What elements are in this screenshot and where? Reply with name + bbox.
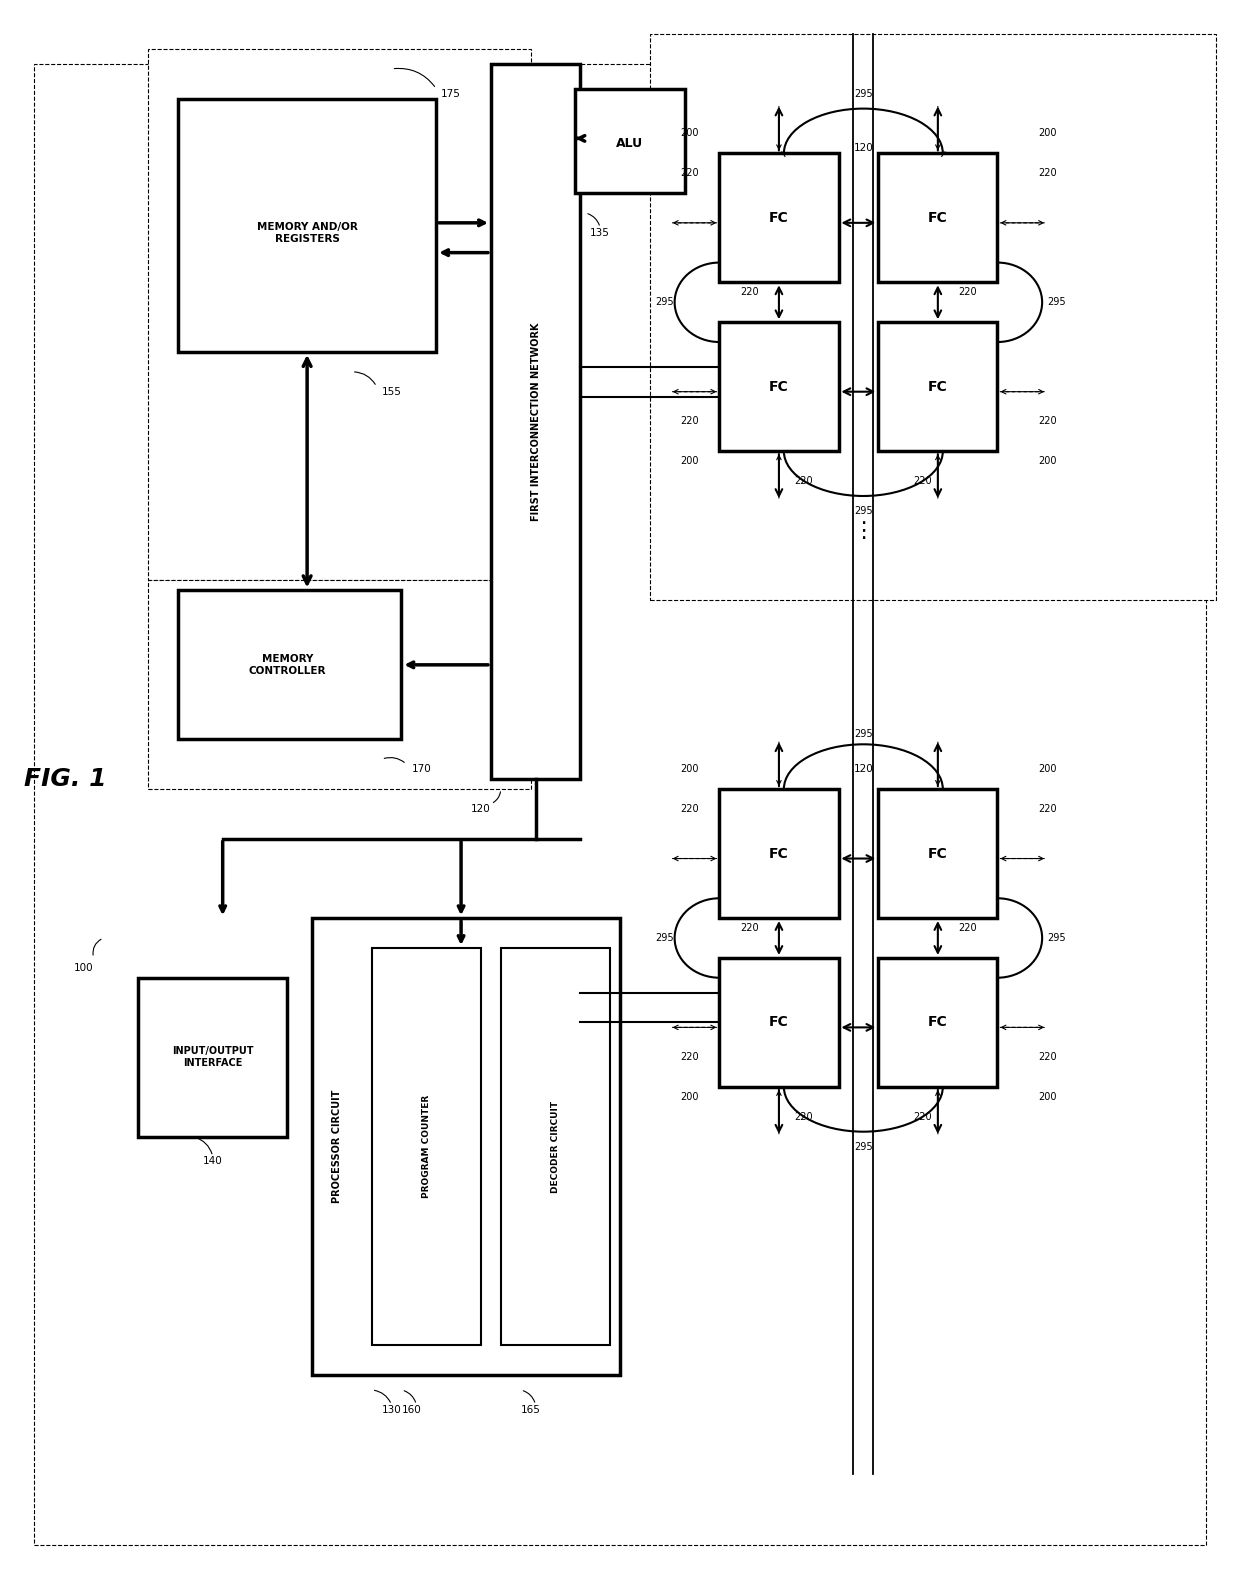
Text: FC: FC	[928, 846, 947, 861]
Text: 200: 200	[681, 456, 699, 466]
Text: 140: 140	[203, 1156, 222, 1167]
Bar	[149, 49, 531, 581]
Bar	[575, 88, 684, 193]
Text: 100: 100	[73, 963, 93, 973]
Text: FC: FC	[928, 379, 947, 393]
Bar	[719, 958, 838, 1086]
Text: PROGRAM COUNTER: PROGRAM COUNTER	[422, 1094, 430, 1198]
Text: INPUT/OUTPUT
INTERFACE: INPUT/OUTPUT INTERFACE	[172, 1047, 253, 1067]
Bar	[501, 947, 610, 1345]
Text: 295: 295	[854, 505, 873, 516]
Text: 200: 200	[1038, 128, 1056, 139]
Text: 220: 220	[1038, 417, 1056, 426]
Text: 155: 155	[382, 387, 402, 396]
Bar	[878, 958, 997, 1086]
Bar	[719, 322, 838, 452]
Text: 200: 200	[681, 1093, 699, 1102]
Bar	[372, 947, 481, 1345]
Text: FC: FC	[769, 379, 789, 393]
Text: 220: 220	[1038, 804, 1056, 813]
Text: 200: 200	[1038, 456, 1056, 466]
Text: 295: 295	[854, 729, 873, 739]
Text: FC: FC	[928, 212, 947, 224]
Text: 120: 120	[853, 764, 873, 774]
Text: 295: 295	[854, 88, 873, 99]
Bar	[719, 790, 838, 917]
Text: 200: 200	[681, 128, 699, 139]
Text: FC: FC	[769, 1015, 789, 1030]
Bar	[312, 917, 620, 1375]
Text: 295: 295	[1048, 297, 1066, 308]
Text: FIG. 1: FIG. 1	[24, 767, 107, 791]
Text: FIRST INTERCONNECTION NETWORK: FIRST INTERCONNECTION NETWORK	[531, 322, 541, 521]
Text: 295: 295	[656, 933, 675, 943]
Text: FC: FC	[928, 1015, 947, 1030]
Text: 220: 220	[740, 287, 759, 297]
Text: 170: 170	[412, 764, 432, 774]
Text: 120: 120	[853, 144, 873, 153]
Text: 175: 175	[441, 88, 461, 99]
Text: 220: 220	[959, 287, 977, 297]
Text: 220: 220	[959, 924, 977, 933]
Text: 220: 220	[681, 804, 699, 813]
Text: 200: 200	[1038, 1093, 1056, 1102]
Bar	[878, 790, 997, 917]
Text: 220: 220	[681, 169, 699, 178]
Text: 220: 220	[1038, 1052, 1056, 1063]
Text: 160: 160	[402, 1405, 422, 1415]
Text: 295: 295	[854, 1142, 873, 1151]
Text: 295: 295	[1048, 933, 1066, 943]
Text: 220: 220	[914, 1112, 932, 1121]
Bar	[719, 153, 838, 283]
Bar	[878, 153, 997, 283]
Text: ⋮: ⋮	[852, 521, 874, 540]
Text: FC: FC	[769, 846, 789, 861]
Text: 220: 220	[740, 924, 759, 933]
Text: 200: 200	[1038, 764, 1056, 774]
Text: 130: 130	[382, 1405, 402, 1415]
Text: MEMORY AND/OR
REGISTERS: MEMORY AND/OR REGISTERS	[257, 223, 357, 243]
Text: 220: 220	[1038, 169, 1056, 178]
Bar	[179, 98, 436, 352]
Text: 295: 295	[656, 297, 675, 308]
Text: 135: 135	[590, 227, 610, 238]
Bar	[149, 581, 531, 790]
Text: 220: 220	[681, 1052, 699, 1063]
Text: 200: 200	[681, 764, 699, 774]
Bar	[179, 591, 402, 739]
Bar	[650, 35, 1216, 600]
Text: 220: 220	[795, 1112, 813, 1121]
Bar	[138, 977, 288, 1137]
Text: MEMORY
CONTROLLER: MEMORY CONTROLLER	[248, 654, 326, 676]
Text: 165: 165	[521, 1405, 541, 1415]
Bar	[878, 322, 997, 452]
Text: FC: FC	[769, 212, 789, 224]
Text: ALU: ALU	[616, 137, 644, 150]
Bar	[491, 63, 580, 778]
Text: 220: 220	[795, 477, 813, 486]
Text: 220: 220	[681, 417, 699, 426]
Text: PROCESSOR CIRCUIT: PROCESSOR CIRCUIT	[332, 1090, 342, 1203]
Text: 220: 220	[914, 477, 932, 486]
Text: 120: 120	[471, 804, 491, 813]
Text: DECODER CIRCUIT: DECODER CIRCUIT	[551, 1101, 560, 1192]
